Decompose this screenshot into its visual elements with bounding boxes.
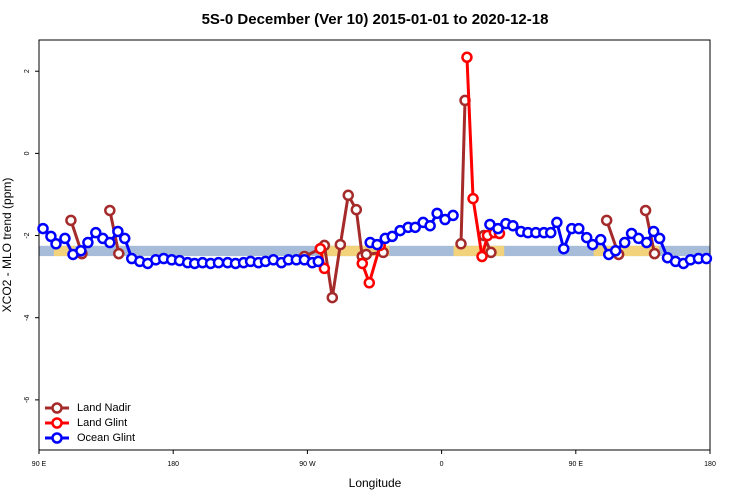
- point: [350, 203, 363, 216]
- point: [476, 250, 488, 263]
- point: [467, 192, 479, 205]
- plot-frame: [38, 39, 711, 451]
- point: [318, 262, 331, 275]
- point: [82, 236, 94, 249]
- point: [600, 214, 613, 227]
- point: [492, 222, 504, 235]
- point: [363, 277, 376, 289]
- land-band: [453, 245, 505, 257]
- land-band: [319, 245, 390, 257]
- point: [326, 291, 339, 304]
- point: [75, 245, 87, 257]
- point: [90, 226, 102, 239]
- point: [112, 225, 124, 238]
- point: [648, 247, 661, 260]
- legend-label: Ocean Glint: [77, 432, 135, 444]
- point: [640, 236, 653, 249]
- point: [59, 232, 71, 245]
- point: [360, 248, 373, 261]
- point: [314, 242, 327, 255]
- point: [461, 51, 473, 64]
- x-tick-label: 90 E: [569, 461, 584, 468]
- legend-label: Land Nadir: [77, 402, 131, 414]
- y-tick-label: -2: [24, 232, 31, 238]
- point: [409, 221, 421, 234]
- y-tick-label: 0: [24, 151, 31, 155]
- point: [113, 247, 125, 260]
- x-tick-label: 90 W: [299, 461, 316, 468]
- x-tick-label: 180: [704, 461, 716, 468]
- point: [371, 238, 383, 251]
- point: [573, 222, 585, 235]
- legend-marker: [51, 432, 63, 444]
- point: [609, 245, 622, 257]
- point: [37, 222, 49, 235]
- point: [455, 238, 467, 250]
- x-tick-label: 90 E: [32, 461, 47, 468]
- point: [386, 230, 398, 243]
- point: [50, 238, 62, 250]
- point: [594, 233, 607, 246]
- x-tick-label: 0: [440, 461, 444, 468]
- point: [104, 236, 116, 249]
- legend-marker: [51, 417, 63, 429]
- point: [551, 216, 563, 229]
- point: [312, 255, 325, 268]
- point: [639, 204, 652, 217]
- point: [586, 238, 599, 251]
- point: [342, 189, 355, 202]
- point: [618, 236, 631, 249]
- land-band: [593, 245, 660, 257]
- point: [65, 214, 77, 227]
- x-tick-label: 180: [167, 461, 179, 468]
- y-tick-label: -4: [24, 315, 31, 321]
- chart-title: 5S-0 December (Ver 10) 2015-01-01 to 202…: [202, 11, 549, 28]
- x-axis-label: Longitude: [349, 476, 402, 490]
- point: [45, 230, 57, 243]
- land-band: [53, 245, 75, 257]
- point: [544, 226, 557, 239]
- y-axis-label: XCO2 - MLO trend (ppm): [0, 178, 14, 313]
- point: [356, 257, 369, 270]
- point: [507, 219, 519, 232]
- point: [700, 252, 713, 265]
- legend-marker: [51, 402, 63, 414]
- point: [424, 219, 436, 232]
- point: [118, 232, 131, 245]
- point: [580, 231, 593, 244]
- point: [557, 242, 570, 255]
- point: [104, 204, 116, 217]
- point: [653, 232, 666, 245]
- point: [212, 256, 225, 269]
- point: [647, 225, 660, 238]
- point: [447, 209, 459, 222]
- y-tick-label: 2: [24, 69, 31, 73]
- legend-label: Land Glint: [77, 417, 127, 429]
- point: [431, 207, 443, 220]
- y-tick-label: -6: [24, 397, 31, 403]
- point: [334, 238, 347, 251]
- point: [485, 246, 497, 259]
